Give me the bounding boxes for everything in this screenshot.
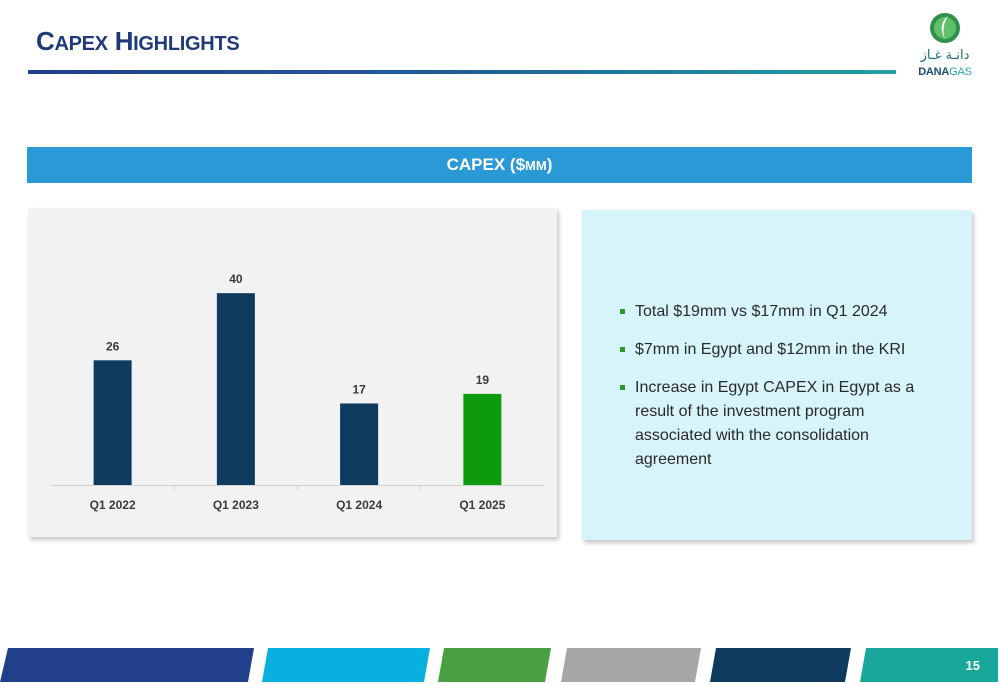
bar-q1-2024 [340,403,379,485]
commentary-list: Total $19mm vs $17mm in Q1 2024 $7mm in … [618,300,938,486]
bullet-square-icon [620,385,625,390]
bar-q1-2022 [93,360,132,485]
footer-segment [262,648,430,682]
footer-segment [860,648,998,682]
x-tick-label: Q1 2023 [213,498,259,512]
logo-arabic-text: دانـة غـاز [920,48,970,63]
x-tick-label: Q1 2022 [90,498,136,512]
footer-band [0,648,998,682]
page-number: 15 [965,658,980,673]
bar-q1-2025 [463,393,502,485]
data-label: 19 [476,373,490,387]
x-tick-label: Q1 2024 [336,498,382,512]
x-tick-label: Q1 2025 [459,498,505,512]
footer-segment [561,648,701,682]
bar-q1-2023 [216,293,255,485]
company-logo: دانـة غـاز DANAGAS [910,10,980,78]
footer-segment [710,648,851,682]
data-label: 26 [106,339,120,353]
bullet-square-icon [620,309,625,314]
bullet-item: $7mm in Egypt and $12mm in the KRI [618,338,938,362]
bullet-square-icon [620,347,625,352]
data-label: 40 [229,272,243,286]
bullet-item: Total $19mm vs $17mm in Q1 2024 [618,300,938,324]
section-header: CAPEX ($MM) [27,147,972,183]
logo-latin-text: DANAGAS [918,66,972,78]
capex-chart-panel: 26 Q1 2022 40 Q1 2023 17 Q1 2024 19 Q1 2025 [28,208,557,537]
data-label: 17 [352,382,366,396]
commentary-panel: Total $19mm vs $17mm in Q1 2024 $7mm in … [582,210,972,540]
footer-segment [438,648,551,682]
bullet-item: Increase in Egypt CAPEX in Egypt as a re… [618,376,938,472]
capex-bar-chart: 26 Q1 2022 40 Q1 2023 17 Q1 2024 19 Q1 2025 [51,272,544,512]
footer-segment [0,648,254,682]
dana-gas-drop-icon [930,13,960,43]
title-underline [28,70,896,74]
page-title: CAPEX HIGHLIGHTS [36,26,240,56]
